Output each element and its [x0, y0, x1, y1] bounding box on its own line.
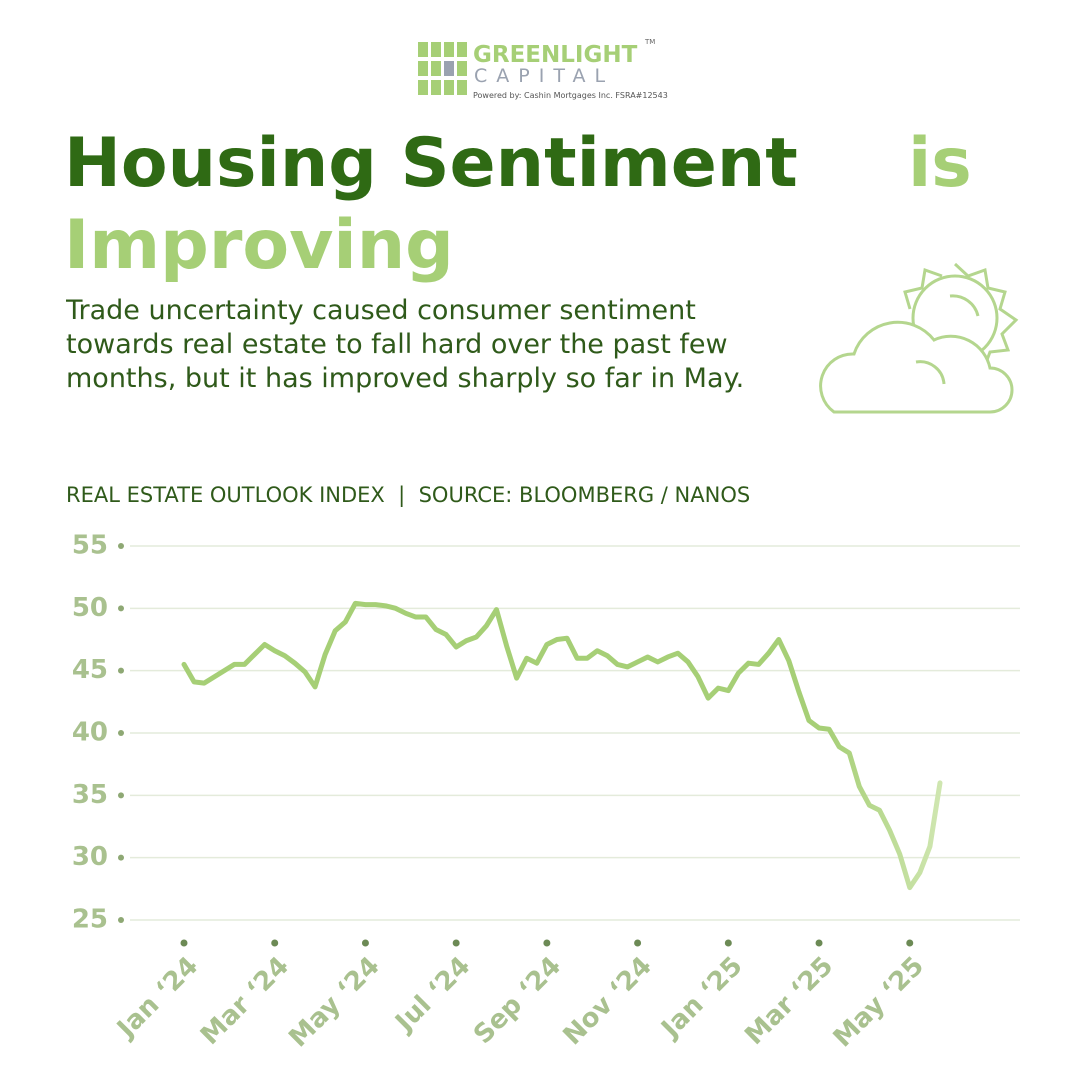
weather-icon: [819, 262, 1019, 414]
logo-name: GREENLIGHT: [473, 42, 638, 68]
y-tick-label: 55: [72, 531, 108, 561]
y-tick-dot: [118, 730, 124, 736]
x-tick-dot: [271, 939, 279, 947]
title-light: is: [908, 124, 972, 203]
x-tick-dot: [180, 939, 188, 947]
y-tick-dot: [118, 792, 124, 799]
logo-powered: Powered by: Cashin Mortgages Inc. FSRA#1…: [473, 91, 668, 100]
y-tick-dot: [118, 917, 124, 923]
logo-grid: [418, 42, 467, 95]
y-tick-label: 30: [72, 842, 108, 872]
y-tick-dot: [118, 543, 124, 549]
y-tick-dot: [118, 854, 124, 861]
x-tick-dot: [634, 939, 642, 947]
logo-tm: TM: [644, 38, 655, 46]
x-tick-dot: [452, 939, 460, 947]
subtitle: Trade uncertainty caused consumer sentim…: [66, 295, 745, 394]
x-tick-dot: [543, 939, 551, 947]
y-tick-label: 35: [72, 780, 108, 810]
y-tick-label: 40: [72, 718, 108, 748]
logo-sub: CAPITAL: [474, 65, 614, 87]
chart-title: REAL ESTATE OUTLOOK INDEX | SOURCE: BLOO…: [66, 483, 750, 508]
y-tick-label: 25: [72, 905, 108, 935]
y-tick-label: 45: [72, 655, 108, 685]
subtitle-box: Trade uncertainty caused consumer sentim…: [66, 295, 745, 394]
title-dark: Housing Sentiment: [64, 124, 798, 203]
y-tick-dot: [118, 667, 124, 674]
title-light-2: Improving: [64, 206, 454, 285]
x-tick-dot: [724, 939, 732, 947]
line: [181, 600, 943, 891]
y-tick-label: 50: [72, 593, 108, 623]
x-tick-dot: [815, 939, 823, 947]
x-tick-dot: [906, 939, 914, 947]
x-tick-dot: [361, 939, 369, 947]
y-tick-dot: [118, 605, 124, 612]
